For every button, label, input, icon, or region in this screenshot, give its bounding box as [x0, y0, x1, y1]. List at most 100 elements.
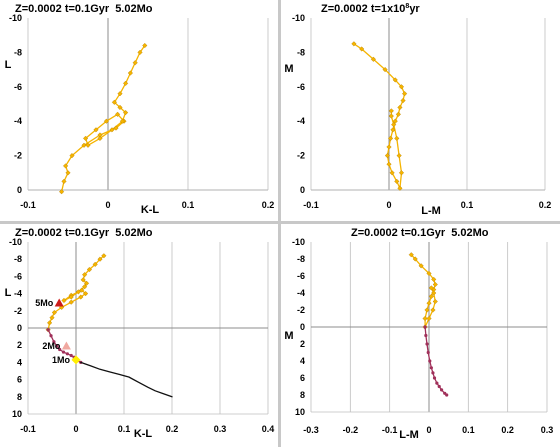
chart-title: Z=0.0002 t=0.1Gyr 5.02Mo	[15, 3, 153, 15]
data-point	[49, 334, 53, 338]
data-point	[422, 315, 428, 322]
y-tick-label: -2	[297, 305, 305, 315]
x-tick-label: 0.2	[539, 200, 552, 210]
data-point	[431, 276, 437, 282]
data-point	[430, 307, 436, 313]
data-point	[65, 170, 71, 176]
y-tick-label: -10	[9, 237, 22, 247]
data-point	[101, 253, 107, 259]
data-point	[83, 291, 89, 297]
data-point	[425, 342, 429, 346]
y-tick-label: 4	[300, 356, 305, 366]
data-point	[51, 309, 57, 316]
data-point	[47, 320, 53, 326]
mass-marker-label: 5Mo	[35, 298, 54, 308]
x-tick-label: -0.1	[303, 200, 319, 210]
data-point	[83, 135, 89, 141]
data-point	[389, 170, 395, 176]
data-point	[395, 111, 401, 117]
x-tick-label: 0.1	[461, 200, 474, 210]
data-point	[386, 161, 392, 167]
data-point	[61, 178, 67, 184]
data-point	[428, 285, 434, 291]
chart-title: Z=0.0002 t=0.1Gyr 5.02Mo	[351, 227, 489, 239]
data-point	[351, 41, 357, 47]
y-tick-label: -2	[14, 151, 22, 161]
chart-svg-bottom-right: Z=0.0002 t=0.1Gyr 5.02Mo -0.3 -0.2 -0.1 0 0.1 0…	[284, 227, 554, 441]
data-point	[81, 142, 87, 148]
mass-marker	[61, 341, 71, 350]
data-point	[111, 99, 117, 105]
data-point	[423, 325, 427, 329]
data-point	[142, 42, 148, 49]
data-point	[424, 333, 428, 338]
data-point	[59, 189, 65, 195]
x-tick-label: -0.1	[20, 424, 36, 434]
x-tick-label: -0.2	[343, 425, 359, 435]
data-point	[432, 298, 438, 305]
data-point	[117, 104, 123, 111]
y-tick-label: 2	[17, 340, 22, 350]
x-tick-label: 0.3	[541, 425, 554, 435]
data-point	[127, 70, 133, 76]
data-point	[439, 388, 444, 392]
mass-marker	[54, 298, 64, 307]
chart-panel-top-right: Z=0.0002 t=1x108yr -0.1 0 0.1 0.2 0 -2 -4 -6 -8 -1…	[281, 0, 560, 221]
chart-svg-top-left: Z=0.0002 t=0.1Gyr 5.02Mo -0.1 0 0.1 0.2 0 -2 -4 -…	[5, 3, 275, 216]
x-tick-label: -0.3	[303, 425, 319, 435]
chart-svg-bottom-left: Z=0.0002 t=0.1Gyr 5.02Mo -0.1 0 0.1 0.2 0.3 0.4…	[5, 227, 275, 440]
data-point	[69, 353, 73, 358]
chart-title-mass: 5.02Mo	[451, 227, 489, 239]
y-tick-label: 6	[300, 373, 305, 383]
y-tick-label: -10	[292, 237, 305, 247]
data-point	[132, 60, 138, 66]
data-point	[119, 118, 125, 124]
data-point	[392, 118, 398, 124]
y-tick-label: 0	[300, 185, 305, 195]
data-point	[418, 263, 424, 269]
data-point	[397, 104, 403, 111]
data-point	[78, 294, 84, 300]
mass-marker	[71, 355, 81, 365]
x-axis-label: L-M	[399, 429, 419, 441]
data-point	[52, 340, 56, 344]
y-tick-label: 6	[17, 375, 22, 385]
data-point	[445, 393, 449, 397]
data-point	[402, 91, 408, 97]
x-tick-label: 0	[73, 424, 78, 434]
chart-panel-top-left: Z=0.0002 t=0.1Gyr 5.02Mo -0.1 0 0.1 0.2 0 -2 -4 -…	[0, 0, 278, 221]
series-line	[60, 44, 146, 193]
data-point	[432, 376, 437, 380]
data-point	[398, 170, 405, 176]
y-axis-label: L	[5, 287, 12, 299]
y-tick-label: -6	[297, 82, 305, 92]
data-point	[115, 111, 121, 117]
x-tick-label: 0	[386, 200, 391, 210]
data-point	[391, 122, 397, 128]
y-tick-label: -2	[297, 151, 305, 161]
y-tick-label: -6	[297, 271, 305, 281]
x-tick-label: 0.2	[501, 425, 514, 435]
y-tick-label: -4	[14, 116, 22, 126]
data-point	[394, 178, 400, 184]
data-point	[103, 118, 109, 124]
data-point	[408, 252, 414, 258]
data-point	[61, 350, 66, 354]
horizontal-divider	[0, 221, 560, 224]
y-tick-label: -10	[9, 13, 22, 23]
y-tick-label: 10	[295, 407, 305, 417]
data-point	[426, 300, 432, 306]
x-tick-label: 0.2	[166, 424, 179, 434]
data-point	[428, 293, 434, 299]
x-tick-label: 0	[105, 200, 110, 210]
y-tick-label: -8	[297, 254, 305, 264]
data-point	[431, 290, 437, 296]
y-tick-label: -8	[14, 47, 22, 57]
y-tick-label: 8	[17, 392, 22, 402]
series-line	[353, 43, 406, 189]
y-axis-label: L	[5, 59, 12, 71]
data-point	[75, 289, 81, 295]
data-point	[392, 77, 398, 83]
data-point	[92, 261, 98, 267]
y-tick-label: -4	[297, 288, 305, 298]
